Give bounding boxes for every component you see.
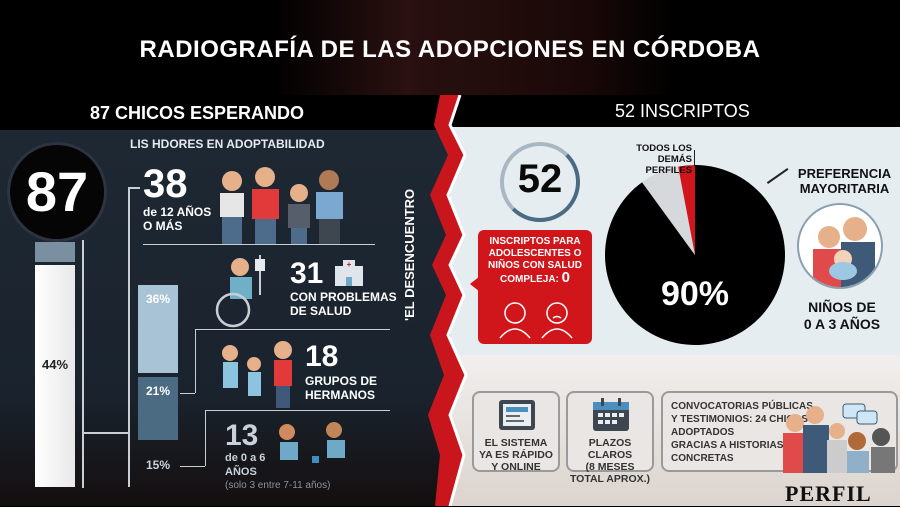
card-line: GRACIAS A HISTORIAS [671,440,784,451]
divider [143,244,375,245]
card-line: PLAZOS CLAROS [587,437,633,461]
connector [180,393,195,394]
connector [180,466,205,467]
left-header: 87 CHICOS ESPERANDO [0,95,450,130]
pref-line1: NIÑOS DE [808,299,876,315]
pct-15: 15% [145,458,171,472]
group-31-label: DE SALUD [290,304,352,318]
card-public-calls: CONVOCATORIAS PÚBLICAS Y TESTIMONIOS: 24 … [661,391,898,473]
group-31-number: 31 [290,257,324,290]
red-callout [478,230,592,344]
total-number: 87 [25,160,89,223]
bracket-line [128,187,130,487]
group-13-number: 13 [225,419,259,452]
teenagers-icon [220,167,343,245]
divider [195,329,390,330]
callout-text: INSCRIPTOS PARA ADOLESCENTES O NIÑOS CON… [482,236,588,286]
divider [205,410,390,411]
svg-text:+: + [347,260,352,269]
callout-value: 0 [561,269,571,286]
hospital-icon: + [335,260,363,286]
card-line: YA ES RÁPIDO [479,449,553,461]
group-38-number: 38 [143,162,188,206]
group-13-note: (solo 3 entre 7-11 años) [225,480,331,491]
perfil-logo: PERFIL [785,481,872,506]
family-baby-icon [797,203,883,289]
group-18-label: HERMANOS [305,388,376,402]
family-testimony-icon [783,403,895,473]
card-line: CONVOCATORIAS PÚBLICAS [671,401,813,412]
card-line: Y ONLINE [491,461,541,473]
calendar-icon [593,398,629,431]
card-line: TOTAL APROX.) [569,473,651,485]
pie-main-label: PREFERENCIA MAYORITARIA [797,166,892,196]
right-header: 52 INSCRIPTOS [450,95,900,127]
group-38-label: O MÁS [143,219,183,233]
slice-other [642,166,695,255]
bar-36 [138,285,178,373]
page-title: RADIOGRAFÍA DE LAS ADOPCIONES EN CÓRDOBA [139,36,761,63]
siblings-icon [222,341,292,408]
right-header-text: 52 INSCRIPTOS [615,101,750,121]
tablet-icon [499,400,535,430]
card-line: EL SISTEMA [484,437,548,449]
callout-label: INSCRIPTOS PARA ADOLESCENTES O NIÑOS CON… [488,236,582,285]
group-13-label: AÑOS [225,466,257,478]
pie-other-label: TODOS LOS DEMÁS PERFILES [636,143,692,176]
left-subheader: LIS HDORES EN ADOPTABILIDAD [130,137,325,151]
title-band [0,0,900,95]
card-clear-deadlines: PLAZOS CLAROS (8 MESES TOTAL APROX.) [566,391,654,485]
left-header-text: 87 CHICOS ESPERANDO [90,103,305,123]
pct-44: 44% [41,357,69,372]
group-31-label: CON PROBLEMAS [290,290,397,304]
connector [205,410,206,466]
group-13-label: de 0 a 6 [225,452,266,464]
zigzag-divider [428,95,468,506]
card-line: (8 MESES [585,461,635,473]
callout-pointer [470,276,480,292]
slice-accent [678,165,695,255]
bar-44 [35,265,75,487]
group-18-number: 18 [305,340,339,373]
total-circle [7,142,107,242]
registered-total: 52 [517,157,563,201]
card-online-system: EL SISTEMA YA ES RÁPIDO Y ONLINE [472,391,560,473]
pie-pct: 90% [660,275,730,313]
card-line: ADOPTADOS [671,427,735,438]
card-line: Y TESTIMONIOS: 24 CHICOS [671,414,809,425]
wheelchair-child-icon [215,255,265,328]
card-line: CONCRETAS [671,453,734,464]
group-18-label: GRUPOS DE [305,374,378,388]
bracket-line [82,240,84,488]
teen-faces-icon [499,302,573,339]
total-ring [500,142,580,222]
pie-chart [605,165,785,345]
bracket-line [82,432,128,434]
bar-21 [138,377,178,440]
group-38-label: de 12 AÑOS [143,205,212,219]
playing-children-icon [279,422,345,463]
bar-top [35,242,75,262]
pref-line2: 0 A 3 AÑOS [803,316,881,332]
leader-line [694,150,695,166]
side-label: 'EL DESENCUENTRO [402,188,417,322]
bracket-line [128,187,140,189]
pct-21: 21% [145,384,171,398]
pct-36: 36% [145,292,171,306]
connector [195,329,196,393]
